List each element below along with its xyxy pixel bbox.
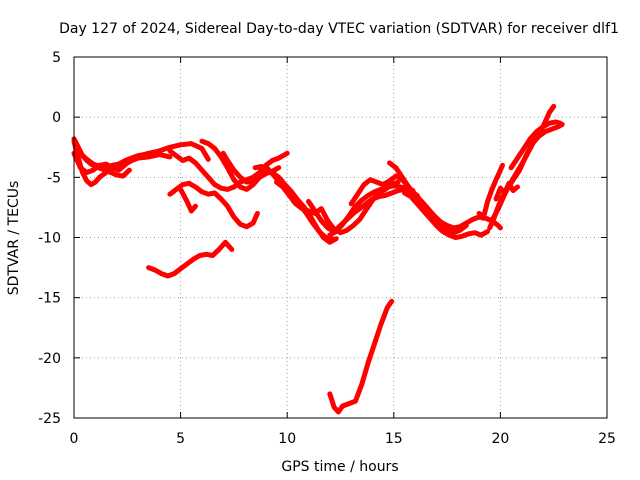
- x-tick-label: 20: [491, 431, 509, 447]
- series-arc-7: [167, 148, 290, 192]
- series-arc-17: [402, 190, 491, 240]
- series-arc-22: [480, 162, 505, 221]
- series-arc-23: [327, 298, 395, 415]
- y-tick-label: -20: [38, 351, 61, 367]
- series-arc-14: [327, 183, 416, 238]
- x-tick-label: 15: [385, 431, 403, 447]
- x-tick-label: 5: [176, 431, 185, 447]
- x-tick-label: 10: [278, 431, 296, 447]
- series-layer: [71, 103, 565, 415]
- series-arc-19: [487, 121, 565, 231]
- y-tick-label: -25: [38, 411, 61, 427]
- x-tick-label: 25: [598, 431, 616, 447]
- y-tick-label: 5: [52, 50, 61, 66]
- plot-frame: [73, 56, 608, 419]
- series-arc-6: [167, 180, 260, 230]
- y-tick-label: 0: [52, 110, 61, 126]
- series-arc-20: [493, 180, 520, 202]
- y-axis-label: SDTVAR / TECUs: [6, 181, 22, 296]
- series-arc-13: [306, 186, 420, 234]
- x-tick-label: 0: [70, 431, 79, 447]
- series-arc-21: [508, 119, 563, 171]
- series-arc-8: [178, 186, 198, 214]
- series-arc-4: [73, 143, 154, 171]
- y-tick-label: -5: [47, 170, 61, 186]
- y-tick-label: -15: [38, 291, 61, 307]
- grid-layer: [74, 57, 607, 418]
- series-arc-5: [146, 239, 235, 279]
- series-arc-3: [71, 138, 173, 188]
- y-tick-label: -10: [38, 231, 61, 247]
- series-arc-11: [252, 164, 335, 242]
- chart-title: Day 127 of 2024, Sidereal Day-to-day VTE…: [59, 21, 619, 37]
- x-axis-label: GPS time / hours: [281, 459, 398, 475]
- tick-layer: 0 5 10 15 20 25 5 0 -5 -10 -15 -20 -25: [38, 50, 616, 447]
